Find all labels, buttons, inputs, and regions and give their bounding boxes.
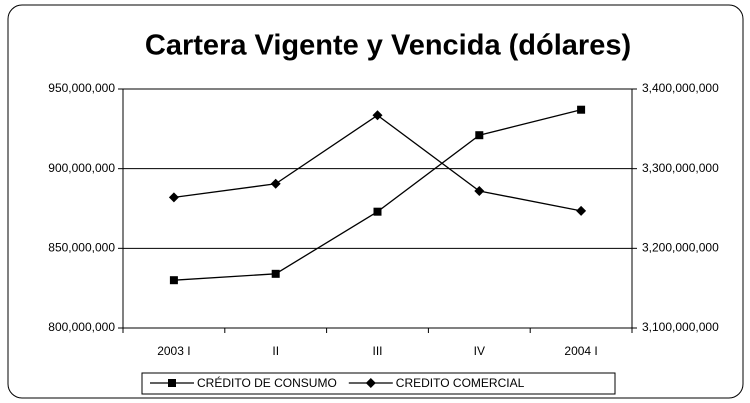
- chart-frame: [7, 4, 744, 399]
- y-tick-label: 900,000,000: [48, 161, 115, 175]
- y2-tick-label: 3,100,000,000: [642, 320, 719, 334]
- x-tick-label: 2003 I: [157, 344, 190, 358]
- x-tick-label: II: [272, 344, 279, 358]
- data-point: [577, 105, 586, 114]
- y-tick-label: 950,000,000: [48, 81, 115, 95]
- data-point: [169, 276, 178, 285]
- y-tick-label: 800,000,000: [48, 320, 115, 334]
- y2-tick-label: 3,400,000,000: [642, 81, 719, 95]
- data-point: [271, 269, 280, 278]
- x-tick-label: IV: [474, 344, 485, 358]
- legend-label: CREDITO COMERCIAL: [396, 376, 525, 390]
- x-tick-label: 2004 I: [564, 344, 597, 358]
- data-point: [474, 185, 485, 196]
- chart-title: Cartera Vigente y Vencida (dólares): [145, 30, 631, 62]
- y2-tick-label: 3,200,000,000: [642, 241, 719, 255]
- data-point: [475, 131, 484, 140]
- legend-label: CRÉDITO DE CONSUMO: [197, 375, 337, 390]
- y-tick-label: 850,000,000: [48, 241, 115, 255]
- data-point: [168, 192, 179, 203]
- legend-marker: [365, 378, 376, 388]
- data-point: [373, 207, 382, 216]
- y2-tick-label: 3,300,000,000: [642, 161, 719, 175]
- x-tick-label: III: [372, 344, 382, 358]
- legend-marker: [168, 379, 176, 387]
- data-point: [270, 178, 281, 189]
- data-point: [372, 110, 383, 121]
- data-point: [576, 205, 587, 216]
